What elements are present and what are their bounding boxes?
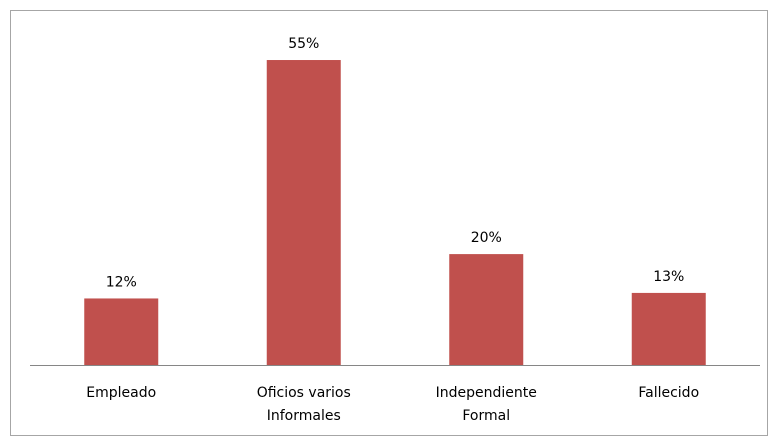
x-tick-label: Fallecido <box>638 385 700 401</box>
data-label: 55% <box>288 36 319 52</box>
data-label: 13% <box>653 269 684 285</box>
x-tick-label: Empleado <box>86 385 157 401</box>
x-tick-label: Independiente Formal <box>435 385 537 424</box>
bar <box>631 292 706 365</box>
bar <box>449 254 524 365</box>
bar <box>84 298 159 365</box>
data-label: 12% <box>106 274 137 290</box>
data-label: 20% <box>471 230 502 246</box>
bar <box>266 60 341 366</box>
chart-border <box>10 10 768 436</box>
x-tick-label: Oficios varios Informales <box>256 385 351 424</box>
